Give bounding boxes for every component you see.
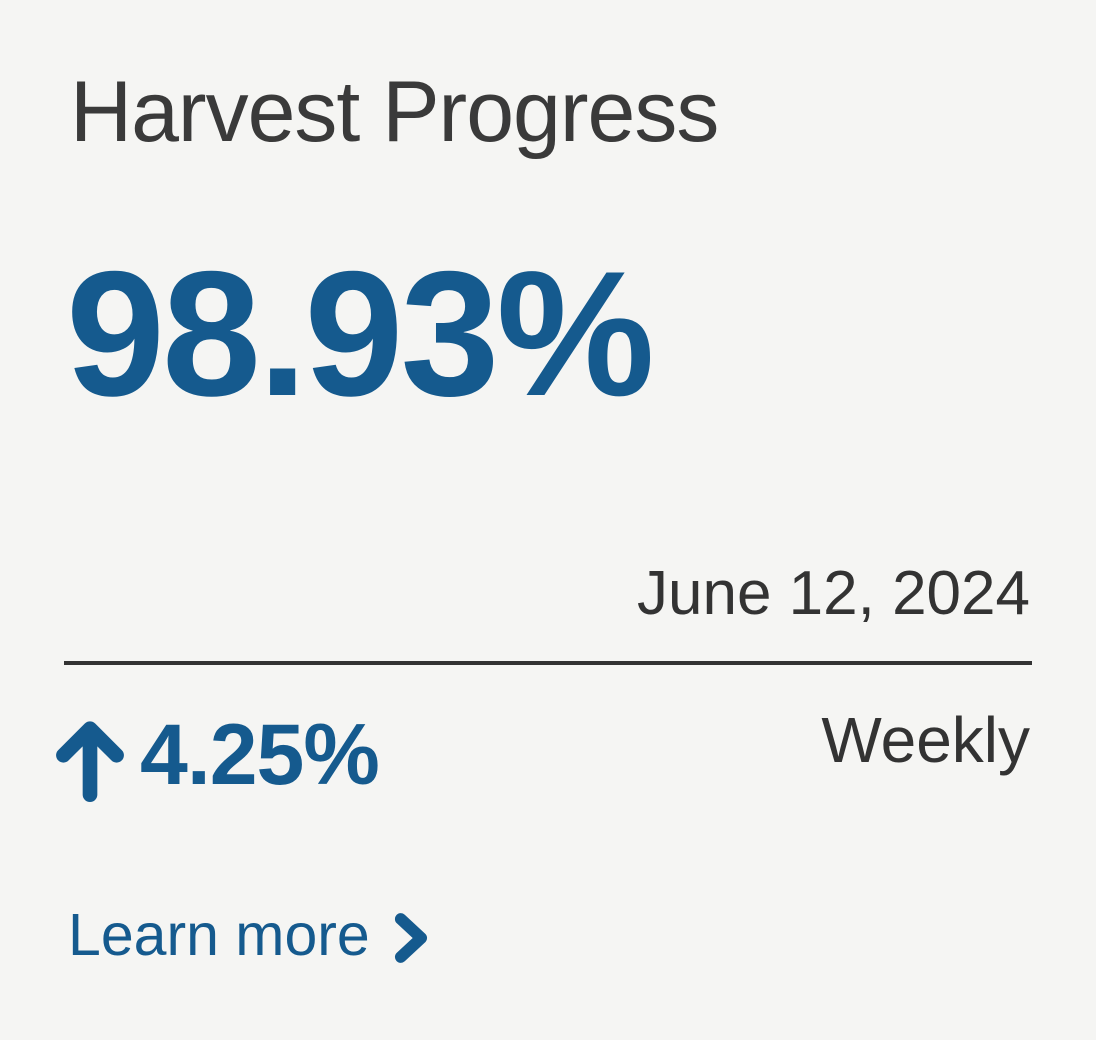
card-title: Harvest Progress [70, 64, 719, 160]
divider [64, 661, 1032, 665]
learn-more-link[interactable]: Learn more [68, 906, 430, 965]
change-indicator: 4.25% [52, 707, 380, 803]
metric-date: June 12, 2024 [636, 559, 1030, 628]
trend-up-arrow-icon [56, 721, 124, 802]
chevron-right-icon [394, 912, 427, 963]
learn-more-label: Learn more [68, 902, 370, 968]
change-value: 4.25% [140, 707, 380, 803]
frequency-label: Weekly [821, 704, 1030, 776]
metric-value: 98.93% [66, 234, 655, 433]
